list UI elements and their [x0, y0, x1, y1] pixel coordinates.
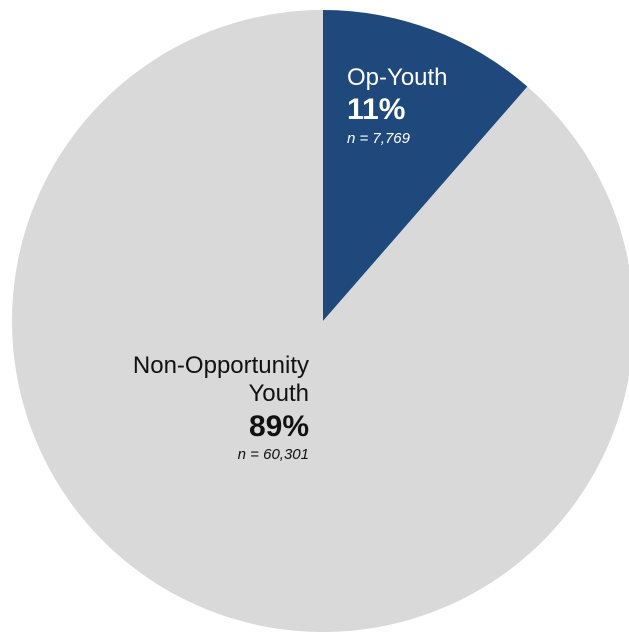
non-opportunity-youth-count: n = 60,301 [237, 446, 309, 464]
pie-slice-non-opportunity-youth [12, 10, 629, 632]
op-youth-percent: 11% [347, 93, 406, 127]
op-youth-name: Op-Youth [347, 64, 448, 91]
op-youth-count: n = 7,769 [347, 129, 410, 147]
non-opportunity-youth-percent: 89% [248, 409, 309, 443]
non-opportunity-youth-label: Non-Opportunity Youth 89% n = 60,301 [133, 352, 309, 464]
non-opportunity-youth-name: Non-Opportunity Youth [132, 352, 309, 408]
pie-slice-op-youth [323, 10, 528, 321]
op-youth-label: Op-Youth 11% n = 7,769 [347, 64, 448, 147]
